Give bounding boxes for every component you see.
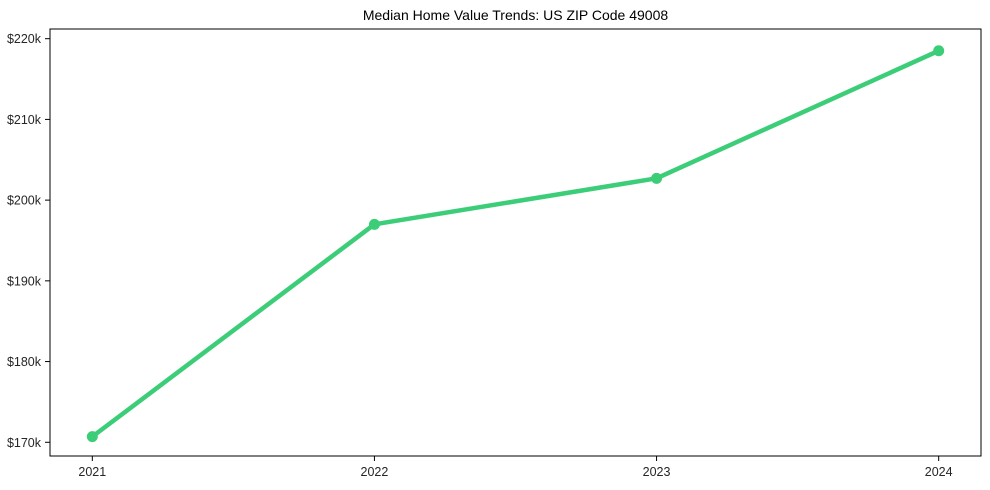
y-axis-tick-label: $190k (7, 274, 42, 288)
data-point-marker (368, 218, 380, 230)
data-point-marker (933, 45, 945, 57)
y-axis-tick-label: $170k (7, 436, 42, 450)
y-axis-tick-label: $200k (7, 194, 42, 208)
trend-line (90, 48, 941, 439)
x-axis-tick-label: 2024 (925, 465, 953, 479)
x-axis-tick-label: 2022 (361, 465, 389, 479)
plot-border (49, 28, 982, 457)
y-axis-tick-label: $220k (7, 32, 42, 46)
x-axis-tick-label: 2023 (643, 465, 671, 479)
y-axis-tick-label: $210k (7, 113, 42, 127)
data-point-marker (651, 172, 663, 184)
data-point-marker (86, 431, 98, 443)
y-axis-tick-label: $180k (7, 355, 42, 369)
chart-title: Median Home Value Trends: US ZIP Code 49… (362, 7, 669, 23)
x-axis-tick-label: 2021 (78, 465, 106, 479)
